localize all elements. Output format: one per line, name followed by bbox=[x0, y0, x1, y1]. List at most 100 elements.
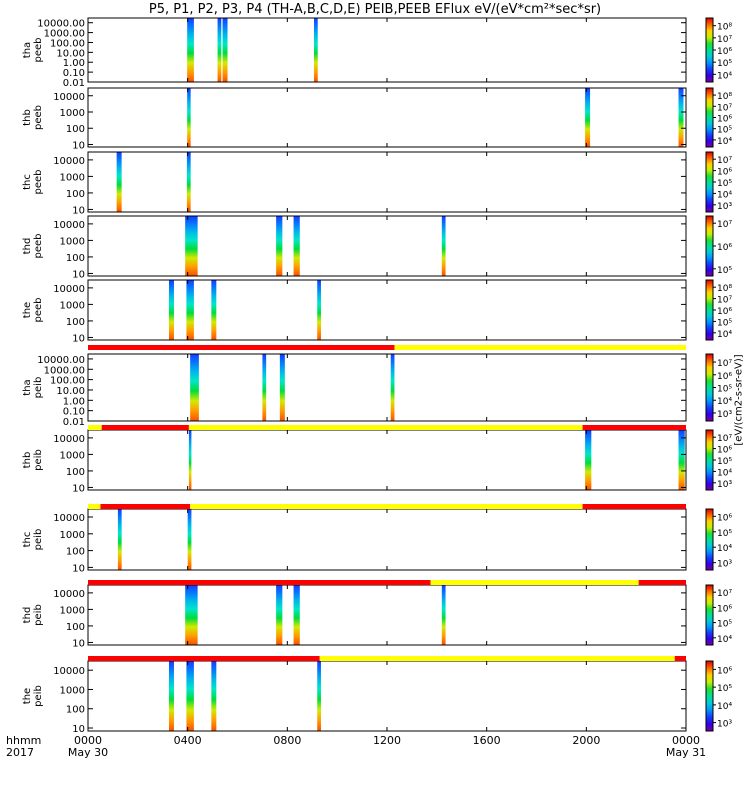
colorbar-tick-label: 10⁴ bbox=[717, 190, 732, 200]
spectrogram-burst bbox=[186, 152, 191, 212]
ytick-label: 100 bbox=[66, 467, 85, 478]
panel-label-product: peib bbox=[33, 529, 44, 551]
colorbar-tick-label: 10³ bbox=[717, 560, 732, 570]
colorbar-tick-label: 10⁶ bbox=[717, 47, 732, 57]
panel-label-probe: tha bbox=[22, 42, 33, 58]
ytick-label: 10000 bbox=[53, 220, 85, 231]
colorbar-tick-label: 10⁸ bbox=[717, 284, 732, 294]
panel-label-probe: thb bbox=[22, 109, 33, 126]
ytick-label: 1000 bbox=[60, 108, 85, 119]
ytick-label: 1000 bbox=[60, 300, 85, 311]
ytick-label: 100 bbox=[66, 317, 85, 328]
panel-label-probe: thd bbox=[22, 607, 33, 624]
colorbar-tick-label: 10⁷ bbox=[717, 589, 732, 599]
colorbar-tick-label: 10⁷ bbox=[717, 103, 732, 113]
spectrogram-burst bbox=[317, 661, 321, 731]
ytick-label: 0.01 bbox=[63, 78, 85, 89]
spectrogram-burst bbox=[585, 430, 592, 490]
panel-frame bbox=[87, 215, 687, 277]
spectrogram-burst bbox=[168, 280, 174, 340]
ytick-label: 100 bbox=[66, 705, 85, 716]
spectrogram-burst bbox=[185, 585, 198, 645]
date-label: May 30 bbox=[68, 746, 108, 759]
mode-bar-segment bbox=[638, 580, 686, 585]
panel-frame bbox=[87, 660, 687, 732]
mode-bar-segment bbox=[188, 425, 583, 430]
colorbar-tick-label: 10⁵ bbox=[717, 318, 732, 328]
chart-title: P5, P1, P2, P3, P4 (TH-A,B,C,D,E) PEIB,P… bbox=[148, 2, 602, 17]
colorbar-tick-label: 10⁴ bbox=[717, 137, 732, 147]
spectrogram-burst bbox=[185, 216, 198, 276]
colorbar-tick-label: 10⁸ bbox=[717, 23, 732, 33]
spectrogram-burst bbox=[186, 280, 194, 340]
ytick-label: 1000 bbox=[60, 530, 85, 541]
colorbar-tick-label: 10⁵ bbox=[717, 385, 732, 395]
mode-bar-segment bbox=[319, 656, 675, 661]
ytick-label: 10000 bbox=[53, 513, 85, 524]
colorbar-tick-label: 10⁵ bbox=[717, 684, 732, 694]
panel-label-product: peeb bbox=[33, 298, 44, 323]
panel-label-probe: thc bbox=[22, 174, 33, 190]
ytick-label: 10000.00 bbox=[37, 19, 85, 30]
ytick-label: 1000 bbox=[60, 605, 85, 616]
ytick-label: 10 bbox=[72, 333, 85, 344]
colorbar-tick-label: 10⁶ bbox=[717, 446, 732, 456]
colorbar-tick-label: 10³ bbox=[717, 202, 732, 212]
panel-label-product: peeb bbox=[33, 170, 44, 195]
ytick-label: 10000.00 bbox=[37, 355, 85, 366]
panel-frame bbox=[87, 508, 687, 571]
mode-bar-segment bbox=[100, 504, 191, 509]
mode-bar-segment bbox=[190, 504, 583, 509]
time-axis-year: 2017 bbox=[6, 746, 34, 759]
colorbar bbox=[705, 279, 714, 341]
ytick-label: 10000 bbox=[53, 92, 85, 103]
ytick-label: 0.10 bbox=[63, 407, 85, 418]
mode-bar-segment bbox=[88, 656, 320, 661]
colorbar-tick-label: 10⁷ bbox=[717, 359, 732, 369]
ytick-label: 10 bbox=[72, 205, 85, 216]
mode-bar-segment bbox=[582, 425, 686, 430]
spectrogram-burst bbox=[262, 354, 267, 421]
mode-bar-segment bbox=[582, 504, 686, 509]
spectrogram-burst bbox=[678, 88, 684, 147]
panel-frame bbox=[87, 151, 687, 213]
mode-bar-segment bbox=[101, 425, 189, 430]
panel-label-probe: thb bbox=[22, 452, 33, 469]
xtick-label: 0800 bbox=[273, 734, 301, 747]
ytick-label: 10 bbox=[72, 724, 85, 735]
spectrogram-burst bbox=[276, 585, 283, 645]
ytick-label: 10 bbox=[72, 140, 85, 151]
ytick-label: 1.00 bbox=[63, 396, 85, 407]
mode-bar-segment bbox=[88, 580, 431, 585]
spectrogram-burst bbox=[187, 18, 194, 82]
colorbar-tick-label: 10⁵ bbox=[717, 529, 732, 539]
colorbar bbox=[705, 353, 714, 422]
panel-label-probe: the bbox=[22, 302, 33, 318]
colorbar-tick-label: 10⁵ bbox=[717, 457, 732, 467]
colorbar-tick-label: 10⁷ bbox=[717, 220, 732, 230]
spectrogram-burst bbox=[313, 18, 318, 82]
ytick-label: 0.10 bbox=[63, 68, 85, 79]
spectrogram-burst bbox=[211, 280, 217, 340]
panel-label-probe: tha bbox=[22, 379, 33, 395]
spectrogram-burst bbox=[187, 509, 192, 570]
spectrogram-burst bbox=[186, 661, 194, 731]
xtick-label: 1600 bbox=[473, 734, 501, 747]
colorbar bbox=[705, 429, 714, 491]
ytick-label: 100 bbox=[66, 622, 85, 633]
spectrogram-burst bbox=[116, 152, 122, 212]
spectrogram-burst bbox=[188, 430, 192, 490]
panel-label-product: peeb bbox=[33, 234, 44, 259]
ytick-label: 10 bbox=[72, 638, 85, 649]
panel-label-product: peib bbox=[33, 604, 44, 626]
colorbar bbox=[705, 87, 714, 148]
panel-frame bbox=[87, 87, 687, 148]
xtick-label: 0400 bbox=[174, 734, 202, 747]
ytick-label: 1000 bbox=[60, 172, 85, 183]
colorbar-tick-label: 10⁶ bbox=[717, 604, 732, 614]
ytick-label: 10 bbox=[72, 269, 85, 280]
panel-label-product: peib bbox=[33, 685, 44, 707]
panel-label-product: peib bbox=[33, 377, 44, 399]
colorbar-tick-label: 10⁴ bbox=[717, 397, 732, 407]
time-axis-label: hhmm bbox=[6, 734, 41, 747]
